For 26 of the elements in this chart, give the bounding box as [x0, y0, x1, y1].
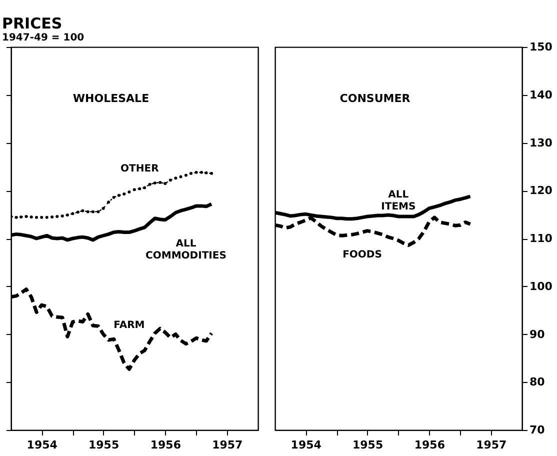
x-tick-label: 1955: [88, 438, 120, 452]
y-tick-label: 90: [530, 328, 546, 341]
annotation: WHOLESALE: [72, 92, 150, 105]
x-tick-label: 1957: [476, 438, 507, 452]
series-label: FARM: [114, 320, 145, 332]
x-tick-label: 1954: [290, 438, 322, 452]
y-tick-label: 110: [530, 232, 553, 245]
x-tick-label: 1954: [26, 438, 58, 452]
x-tick-label: 1956: [150, 438, 182, 452]
y-tick-label: 150: [530, 40, 553, 54]
y-tick-label: 100: [530, 280, 553, 293]
y-tick-label: 120: [530, 184, 553, 198]
series-label: OTHER: [120, 164, 160, 175]
y-tick-label: 130: [530, 136, 553, 150]
x-tick-label: 1955: [352, 438, 384, 452]
y-tick-label: 140: [530, 88, 553, 102]
series-label: FOODS: [342, 249, 382, 260]
chart-title: PRICES: [2, 14, 62, 32]
chart-subtitle: 1947-49 = 100: [2, 32, 84, 44]
annotation: CONSUMER: [340, 92, 411, 105]
series-label: ALL ITEMS: [381, 189, 416, 212]
y-tick-label: 70: [530, 424, 546, 436]
y-tick-label: 80: [530, 376, 546, 389]
x-tick-label: 1956: [414, 438, 446, 452]
series-label: ALL COMMODITIES: [146, 238, 226, 262]
x-tick-label: 1957: [212, 438, 243, 452]
